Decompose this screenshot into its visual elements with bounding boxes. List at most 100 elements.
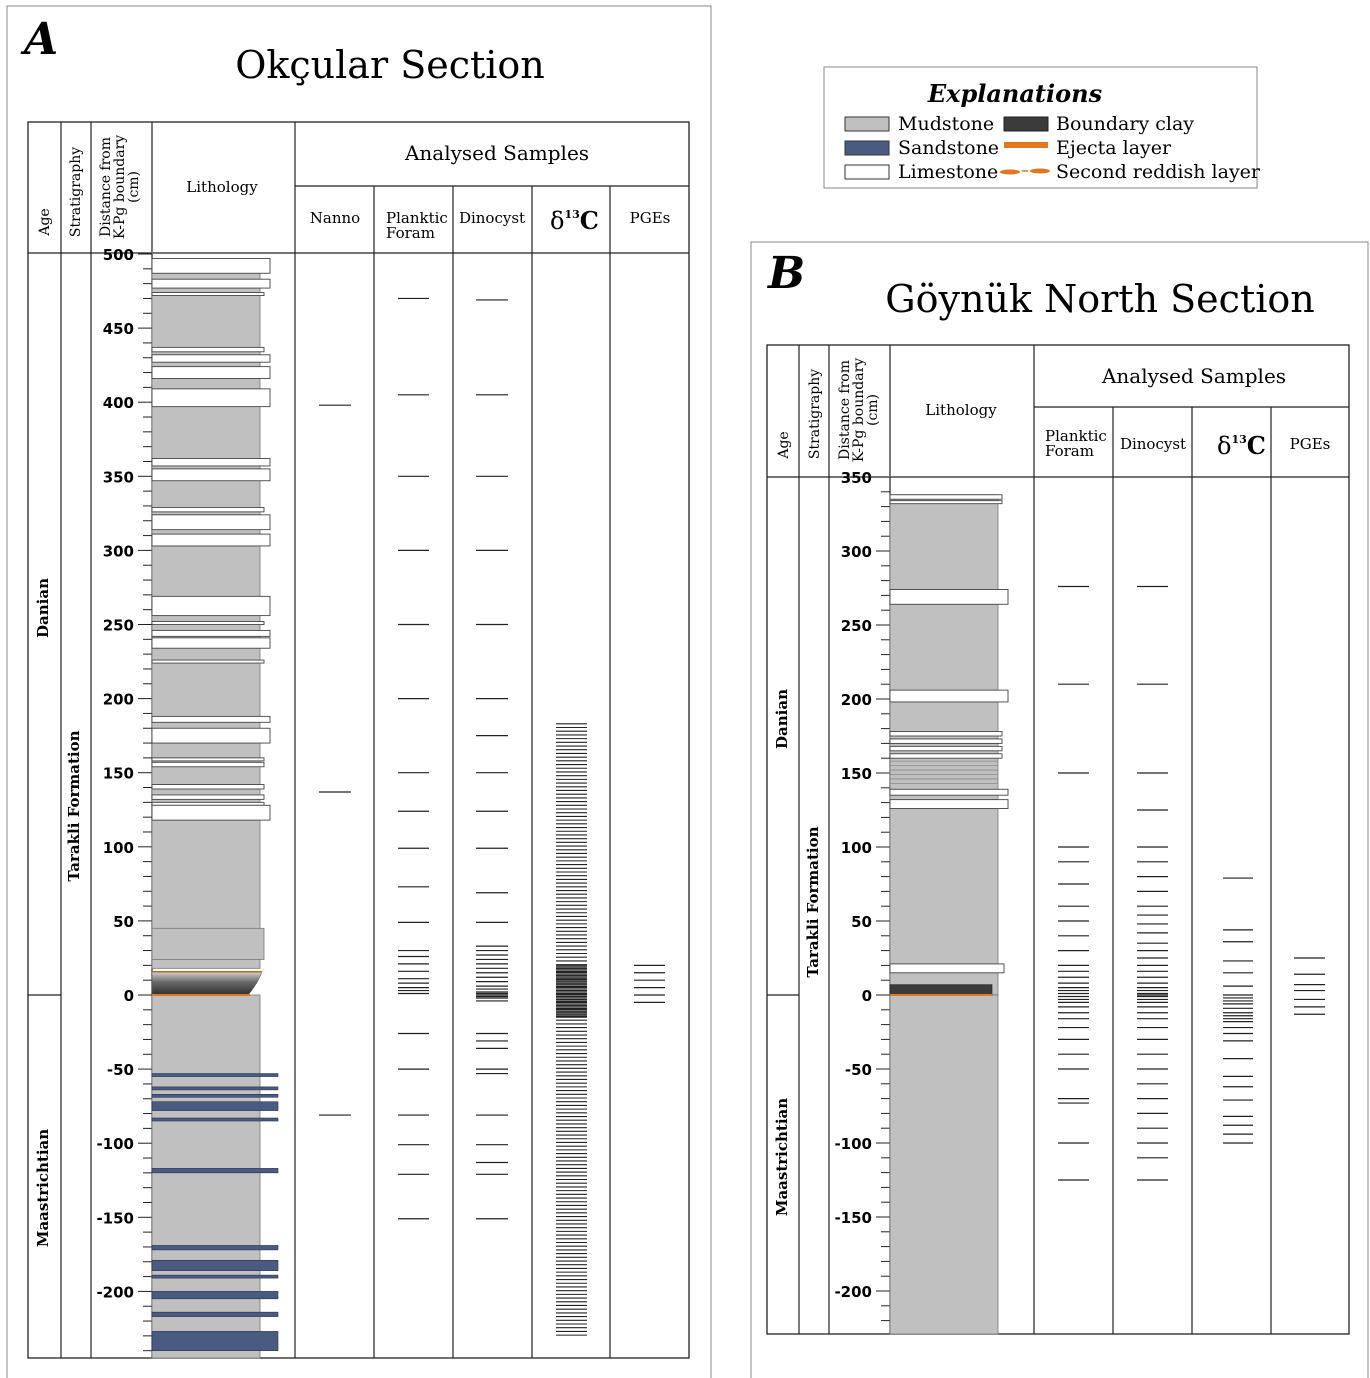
limestone-bed <box>151 292 265 296</box>
panel-a-distance-header-2: K-Pg boundary <box>112 135 128 239</box>
limestone-bed <box>151 257 271 274</box>
legend-swatch-boundary-clay <box>1003 116 1049 132</box>
panel-a-lithology-column <box>151 257 279 1359</box>
axis-tick-label: 200 <box>841 691 872 709</box>
panel-a-dinocyst-header: Dinocyst <box>459 209 525 227</box>
limestone-bed <box>151 514 271 531</box>
legend-swatch-ejecta <box>1004 142 1048 148</box>
panel-a-nanno-header: Nanno <box>310 209 360 227</box>
limestone-bed <box>151 458 271 467</box>
limestone-bed <box>151 621 265 625</box>
panel-a-d13c-c: C <box>580 206 599 235</box>
axis-tick-label: 300 <box>103 542 134 560</box>
panel-a-analysed-header: Analysed Samples <box>404 141 589 165</box>
panel-a-title: Okçular Section <box>235 43 545 87</box>
mudstone-lower <box>151 994 261 1359</box>
axis-tick-label: -200 <box>834 1283 872 1301</box>
limestone-bed <box>889 745 1003 752</box>
panel-a-okcular-section: A Okçular Section Age Stratigraphy Dista… <box>6 5 712 1378</box>
panel-b-formation: Tarakli Formation <box>804 826 822 977</box>
limestone-bed <box>151 506 265 513</box>
limestone-bed <box>151 629 271 637</box>
limestone-bed <box>889 738 1003 744</box>
panel-b-dinocyst-header: Dinocyst <box>1120 435 1186 453</box>
limestone-bed <box>151 784 265 790</box>
sandstone-bed <box>151 1274 279 1279</box>
axis-tick-label: 0 <box>124 987 134 1005</box>
panel-b-distance-header-2: K-Pg boundary <box>851 358 867 462</box>
panel-a-distance-header-3: (cm) <box>126 171 142 203</box>
panel-b-planktic-header-2: Foram <box>1045 442 1094 460</box>
sandstone-bed <box>151 1245 279 1251</box>
axis-tick-label: 150 <box>103 765 134 783</box>
sandstone-bed <box>151 1117 279 1122</box>
panel-b-d13c-delta: δ <box>1217 432 1231 460</box>
panel-a-d13c-sup: 13 <box>564 208 579 221</box>
limestone-bed <box>151 637 271 649</box>
legend-label-ejecta: Ejecta layer <box>1056 137 1172 159</box>
panel-b-age-header: Age <box>776 431 792 459</box>
mudstone-body <box>889 494 999 996</box>
legend-label-limestone: Limestone <box>898 161 998 183</box>
panel-b-analysed-header: Analysed Samples <box>1101 364 1286 388</box>
panel-b-title: Göynük North Section <box>885 277 1314 321</box>
axis-tick-label: -150 <box>96 1209 134 1227</box>
panel-b-stratigraphy-header: Stratigraphy <box>807 369 823 459</box>
panel-a-age-danian: Danian <box>34 578 52 638</box>
axis-tick-label: 250 <box>841 617 872 635</box>
panel-a-depth-axis: 500450400350300250200150100500-50-100-15… <box>96 246 153 1358</box>
mudstone-lower <box>889 994 999 1335</box>
panel-b-pges-header: PGEs <box>1290 435 1331 453</box>
panel-a-pges-header: PGEs <box>630 209 671 227</box>
boundary-clay <box>889 984 993 996</box>
sandstone-bed <box>151 1093 279 1098</box>
axis-tick-label: 350 <box>103 468 134 486</box>
axis-tick-label: -50 <box>107 1061 134 1079</box>
limestone-bed <box>889 731 1003 737</box>
panel-a-age-maastrichtian: Maastrichtian <box>34 1129 52 1247</box>
axis-tick-label: 200 <box>103 691 134 709</box>
legend-swatch-second-reddish <box>1000 168 1050 175</box>
limestone-bed <box>889 494 1003 500</box>
axis-tick-label: 500 <box>103 246 134 264</box>
panel-b-d13c-sup: 13 <box>1231 433 1246 446</box>
limestone-bed <box>151 794 265 800</box>
limestone-bed <box>151 533 271 547</box>
panel-b-age-danian: Danian <box>773 689 791 749</box>
panel-b-goynuk-north-section: B Göynük North Section Age Stratigraphy … <box>750 241 1369 1378</box>
sandstone-bed <box>151 1086 279 1091</box>
limestone-bed <box>151 761 265 768</box>
axis-tick-label: 50 <box>113 913 134 931</box>
limestone-bed <box>151 727 271 744</box>
limestone-bed <box>151 595 271 617</box>
axis-tick-label: -50 <box>845 1061 872 1079</box>
legend-swatch-limestone <box>844 164 890 180</box>
panel-a-sample-marks <box>319 297 665 1336</box>
limestone-bed <box>151 388 271 408</box>
panel-a-formation: Tarakli Formation <box>65 730 83 881</box>
panel-a-planktic-header-1: Planktic <box>386 209 448 227</box>
boundary-clay <box>151 970 263 996</box>
axis-tick-label: 400 <box>103 394 134 412</box>
panel-b-age-maastrichtian: Maastrichtian <box>773 1098 791 1216</box>
panel-b-planktic-header-1: Planktic <box>1045 427 1107 445</box>
limestone-bed <box>889 788 1009 796</box>
sandstone-bed <box>151 1168 279 1174</box>
sandstone-bed <box>151 1291 279 1300</box>
axis-tick-label: -100 <box>96 1135 134 1153</box>
legend-swatch-sandstone <box>844 140 890 156</box>
axis-tick-label: 0 <box>862 987 872 1005</box>
explanations-legend: Explanations Mudstone Boundary clay Sand… <box>823 66 1261 189</box>
limestone-bed <box>889 753 1003 759</box>
panel-a-stratigraphy-header: Stratigraphy <box>68 147 84 237</box>
panel-a-d13c-delta: δ <box>550 207 564 235</box>
panel-b-d13c-header: δ13C <box>1217 431 1266 460</box>
axis-tick-label: -200 <box>96 1283 134 1301</box>
panel-a-lithology-header: Lithology <box>186 178 258 196</box>
panel-b-sample-marks <box>1058 585 1325 1181</box>
legend-swatch-mudstone <box>844 116 890 132</box>
legend-label-mudstone: Mudstone <box>898 113 994 135</box>
limestone-bed <box>151 366 271 379</box>
limestone-bed <box>889 589 1009 605</box>
